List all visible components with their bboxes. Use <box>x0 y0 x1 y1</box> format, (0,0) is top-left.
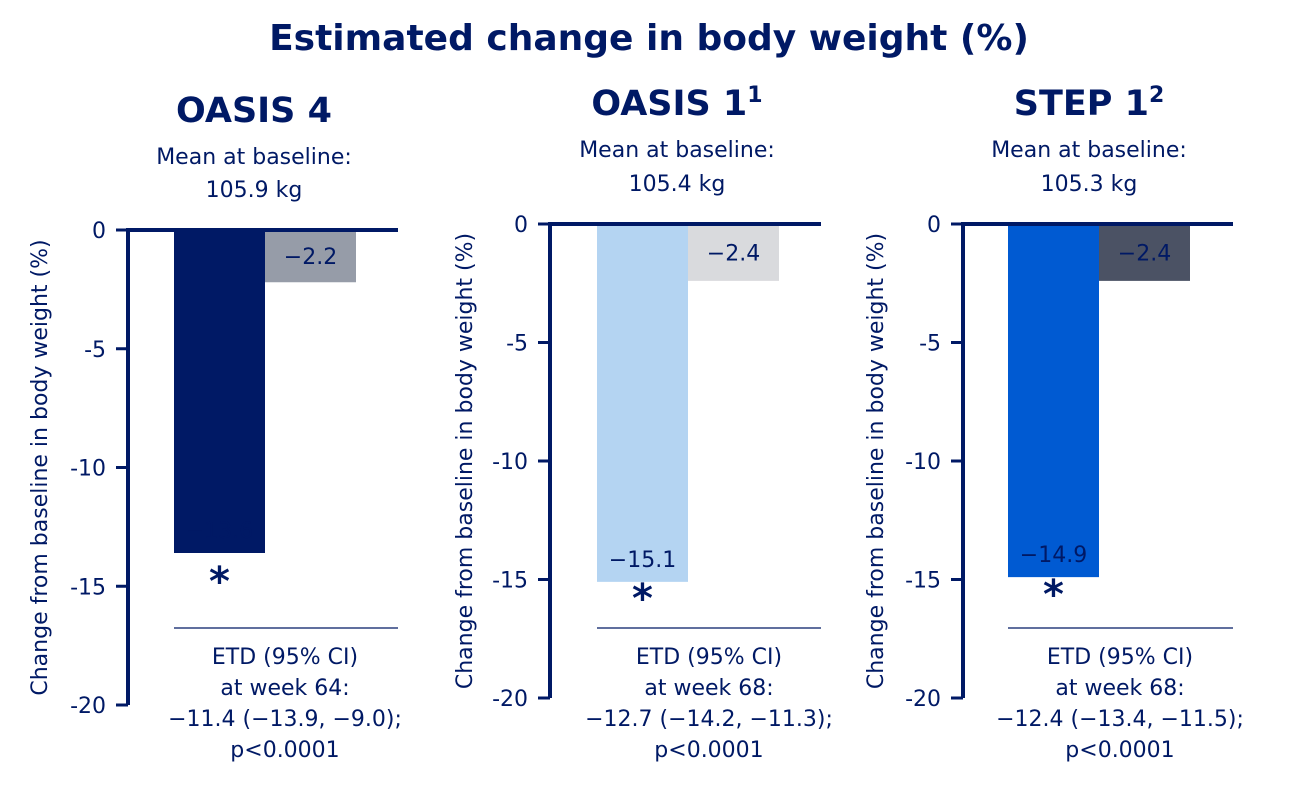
panel3-bar-1-label: −14.9 <box>1020 543 1087 568</box>
panel1-bar-2-label: −2.2 <box>284 245 337 270</box>
panel3-etd-line-4: p<0.0001 <box>1065 738 1174 763</box>
panel1-title: OASIS 4 <box>176 91 332 131</box>
panel2-title-superscript: 1 <box>747 83 762 108</box>
panel3-etd-line-3: −12.4 (−13.4, −11.5); <box>996 707 1244 732</box>
panel2-y-tick-label-3: -15 <box>492 569 528 594</box>
panel2-y-tick-label-2: -10 <box>492 450 528 475</box>
panel1-y-axis-label: Change from baseline in body weight (%) <box>28 239 53 695</box>
panel3-bar-2-label: −2.4 <box>1118 241 1171 266</box>
panel2-significance-star: * <box>632 576 653 622</box>
panel3-y-tick-label-4: -20 <box>905 687 941 712</box>
panel2-bar-1-label: −15.1 <box>609 548 676 573</box>
panel3-y-tick-label-1: -5 <box>919 332 941 357</box>
panel3-title-superscript: 2 <box>1149 83 1164 108</box>
panel1-bar-2 <box>265 230 356 283</box>
panel2-bar-2-label: −2.4 <box>707 241 760 266</box>
panel3-title-text: STEP 1 <box>1014 84 1149 124</box>
panel2-title: OASIS 11 <box>591 83 762 124</box>
panel1-title-text: OASIS 4 <box>176 91 332 131</box>
panel2-title-text: OASIS 1 <box>591 84 747 124</box>
panel3-title: STEP 12 <box>1014 83 1165 124</box>
panel1-y-tick-label-1: -5 <box>84 338 106 363</box>
panel3-baseline-label: Mean at baseline: <box>991 138 1187 163</box>
panel1-bar-1 <box>174 230 265 553</box>
panel3-significance-star: * <box>1043 572 1064 618</box>
panel3-bar-1 <box>1008 224 1099 578</box>
panel3-etd-line-2: at week 68: <box>1055 676 1184 701</box>
panel2-y-tick-label-4: -20 <box>492 687 528 712</box>
panel2-etd-line-1: ETD (95% CI) <box>636 645 782 670</box>
panel1-baseline-label: Mean at baseline: <box>156 145 352 170</box>
main-title: Estimated change in body weight (%) <box>269 18 1029 59</box>
panel3-y-tick-label-0: 0 <box>927 213 941 238</box>
panel1-y-tick-label-2: -10 <box>70 457 106 482</box>
panel1-bar-1-label: −13.6 <box>186 519 253 544</box>
panel1-etd-line-1: ETD (95% CI) <box>212 645 358 670</box>
panel1-etd-line-2: at week 64: <box>220 676 349 701</box>
panel3-bar-2 <box>1099 224 1190 281</box>
panel2-y-axis-label: Change from baseline in body weight (%) <box>453 233 478 689</box>
panel2-etd-line-2: at week 68: <box>644 676 773 701</box>
panel2-etd-line-4: p<0.0001 <box>654 738 763 763</box>
panel1-y-tick-label-4: -20 <box>70 694 106 719</box>
panel2-y-tick-label-1: -5 <box>506 332 528 357</box>
panel3-y-axis-label: Change from baseline in body weight (%) <box>864 233 889 689</box>
panel1-etd-line-4: p<0.0001 <box>230 738 339 763</box>
panel3-y-tick-label-2: -10 <box>905 450 941 475</box>
panel2-bar-2 <box>688 224 779 281</box>
panel3-y-tick-label-3: -15 <box>905 569 941 594</box>
panel1-y-tick-label-0: 0 <box>92 219 106 244</box>
panel3-baseline-value: 105.3 kg <box>1041 172 1138 197</box>
panel2-etd-line-3: −12.7 (−14.2, −11.3); <box>585 707 833 732</box>
panel3-etd-line-1: ETD (95% CI) <box>1047 645 1193 670</box>
panel1-etd-line-3: −11.4 (−13.9, −9.0); <box>168 707 402 732</box>
panel2-baseline-value: 105.4 kg <box>629 172 726 197</box>
panel2-baseline-label: Mean at baseline: <box>579 138 775 163</box>
panel1-baseline-value: 105.9 kg <box>206 178 303 203</box>
panel2-y-tick-label-0: 0 <box>514 213 528 238</box>
panel2-bar-1 <box>597 224 688 582</box>
panel1-y-tick-label-3: -15 <box>70 575 106 600</box>
panel1-significance-star: * <box>209 559 230 605</box>
